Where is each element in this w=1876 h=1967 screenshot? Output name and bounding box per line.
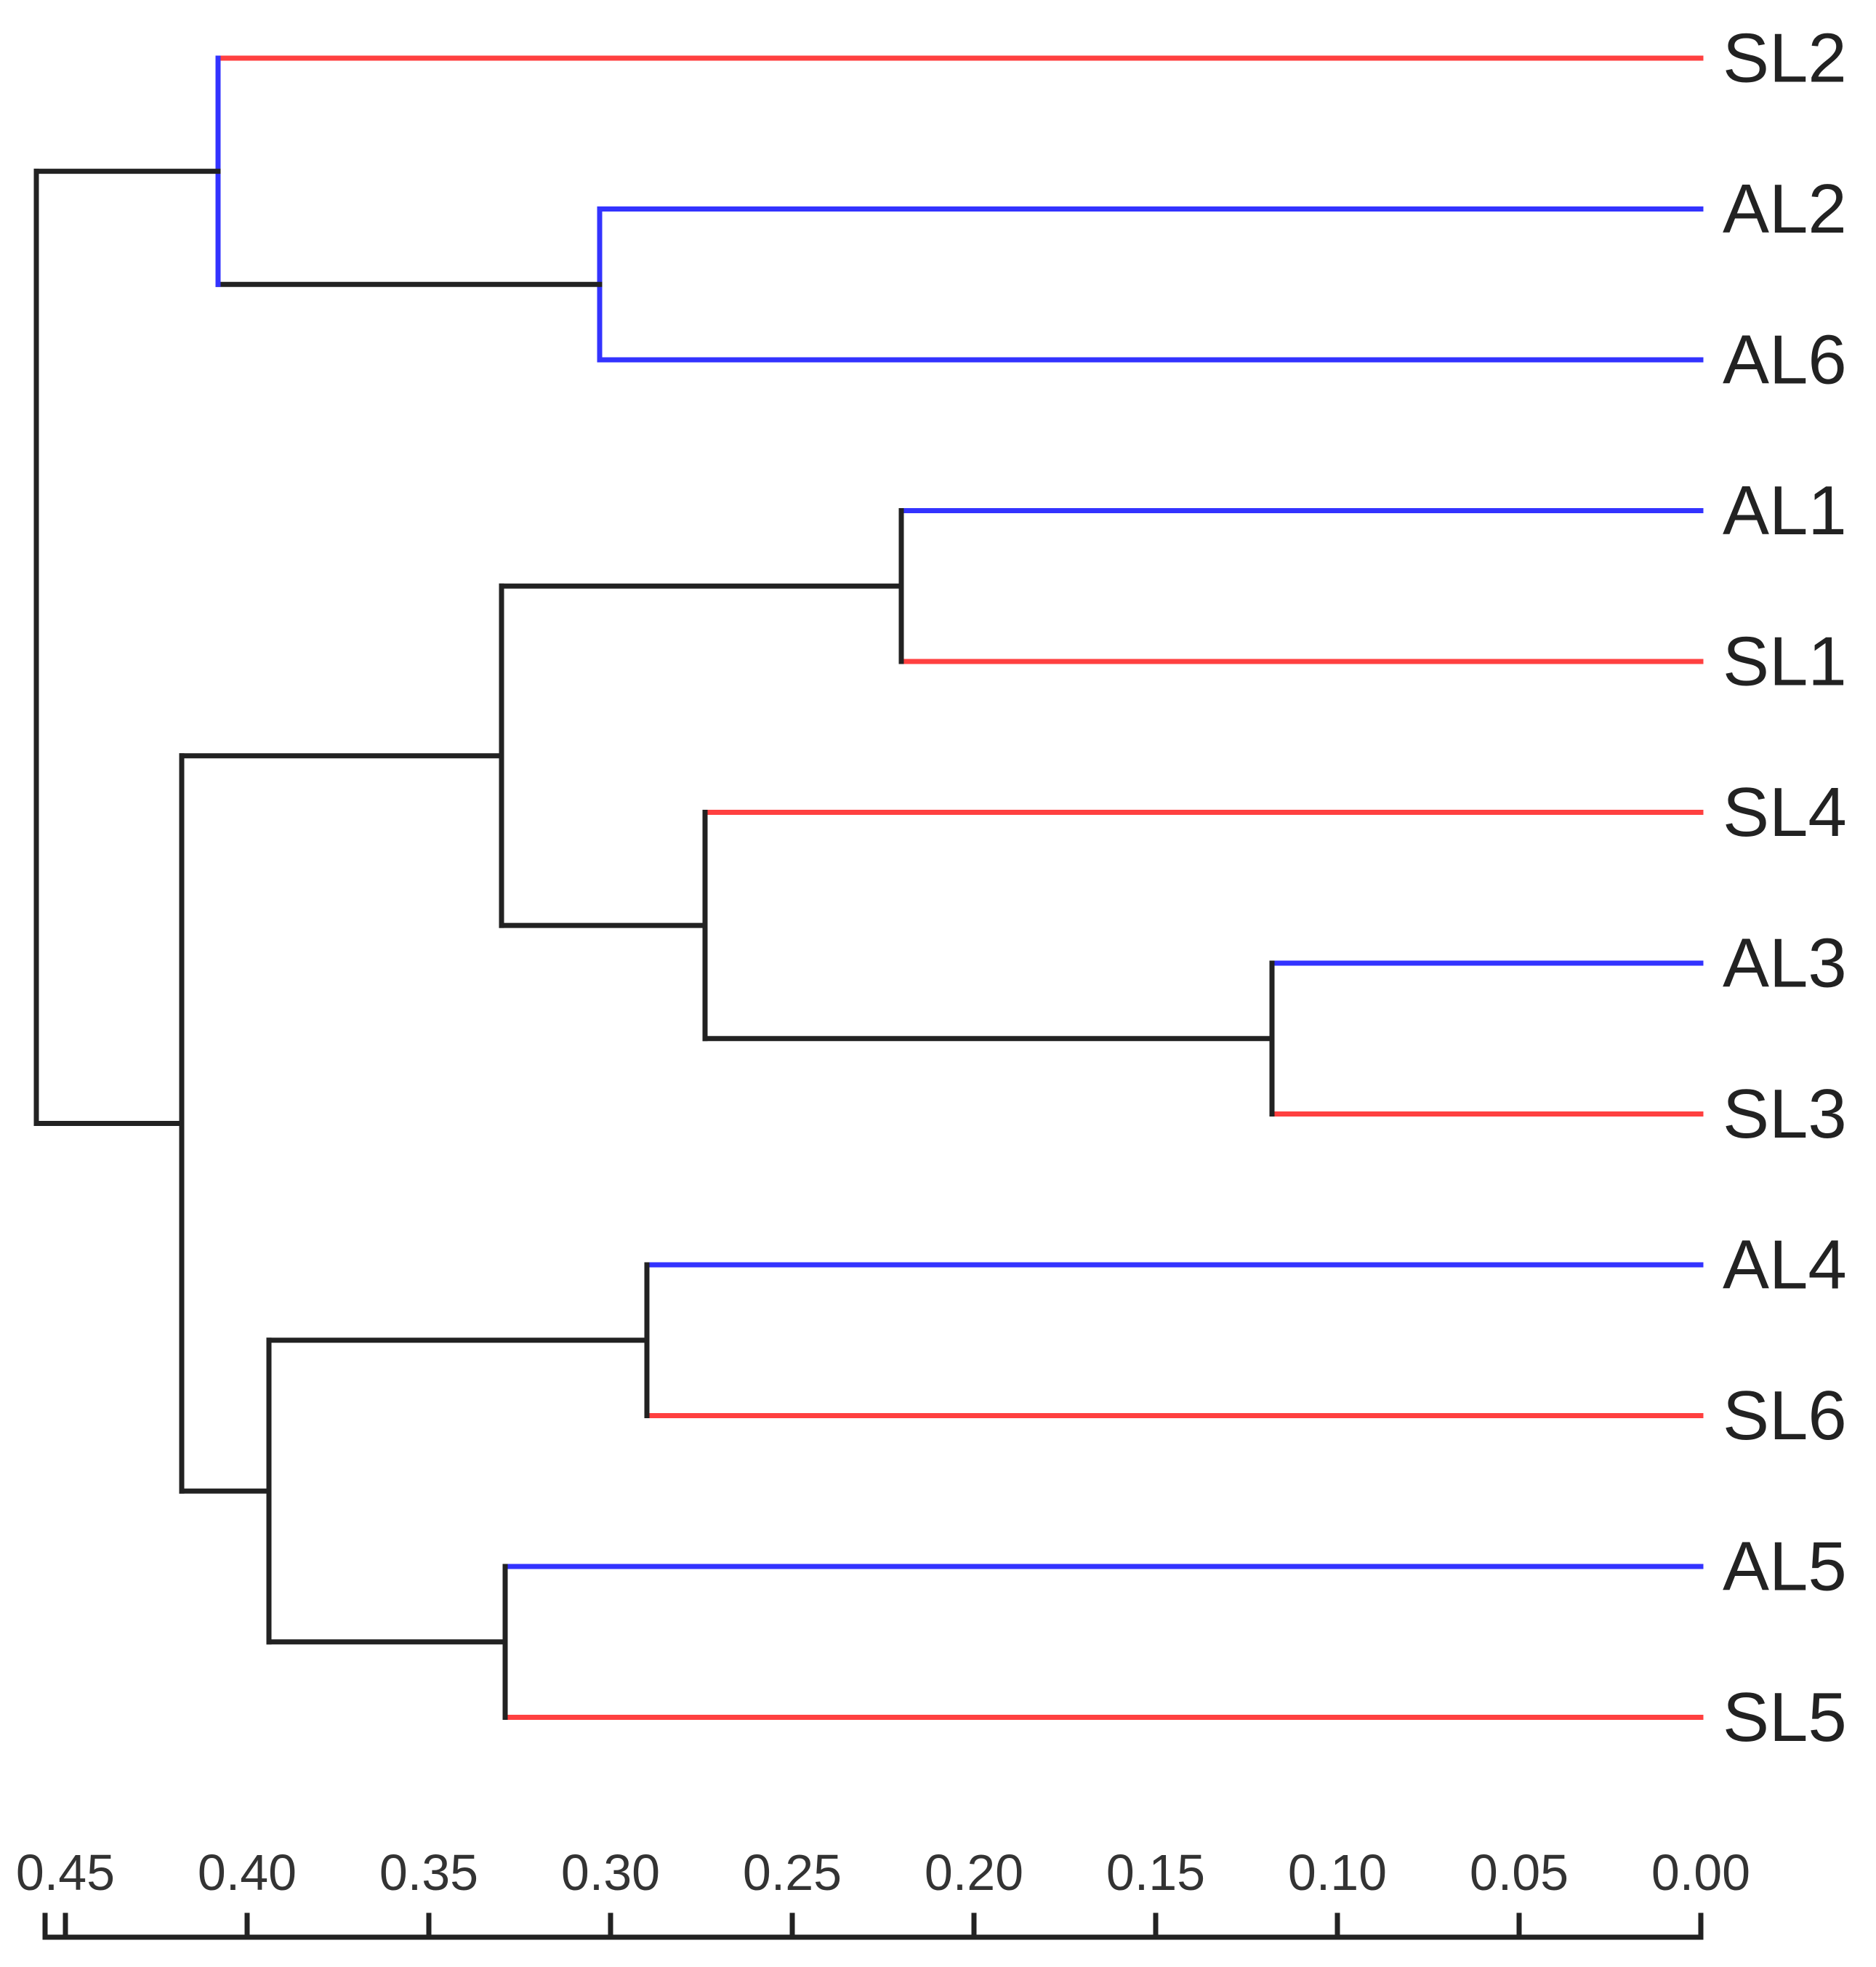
leaf-label-sl3: SL3 bbox=[1723, 1075, 1847, 1153]
distance-axis: 0.45 0.40 0.35 0.30 0.25 0.20 0.15 0.10 0.05 0.00 bbox=[16, 1844, 1750, 1940]
tick-label: 0.35 bbox=[379, 1844, 478, 1901]
tick-label: 0.30 bbox=[561, 1844, 660, 1901]
dendrogram-tree bbox=[33, 55, 1704, 1720]
leaf-label-sl4: SL4 bbox=[1723, 773, 1847, 851]
tick-label: 0.40 bbox=[198, 1844, 297, 1901]
tick-label: 0.00 bbox=[1651, 1844, 1750, 1901]
leaf-label-sl1: SL1 bbox=[1723, 623, 1847, 701]
leaf-label-sl2: SL2 bbox=[1723, 20, 1847, 97]
tick-label: 0.05 bbox=[1470, 1844, 1569, 1901]
leaf-label-sl6: SL6 bbox=[1723, 1377, 1847, 1455]
tick-label: 0.15 bbox=[1106, 1844, 1205, 1901]
leaf-label-al4: AL4 bbox=[1723, 1226, 1847, 1304]
leaf-labels: SL2 AL2 AL6 AL1 SL1 SL4 AL3 SL3 AL4 SL6 AL5 SL5 bbox=[1723, 20, 1847, 1757]
tick-label: 0.10 bbox=[1288, 1844, 1387, 1901]
leaf-label-sl5: SL5 bbox=[1723, 1678, 1847, 1756]
leaf-label-al5: AL5 bbox=[1723, 1528, 1847, 1606]
leaf-label-al1: AL1 bbox=[1723, 472, 1847, 550]
tick-label: 0.20 bbox=[925, 1844, 1023, 1901]
leaf-label-al6: AL6 bbox=[1723, 321, 1847, 399]
tick-label: 0.25 bbox=[743, 1844, 842, 1901]
leaf-label-al3: AL3 bbox=[1723, 925, 1847, 1002]
leaf-label-al2: AL2 bbox=[1723, 170, 1847, 248]
tick-label: 0.45 bbox=[16, 1844, 115, 1901]
